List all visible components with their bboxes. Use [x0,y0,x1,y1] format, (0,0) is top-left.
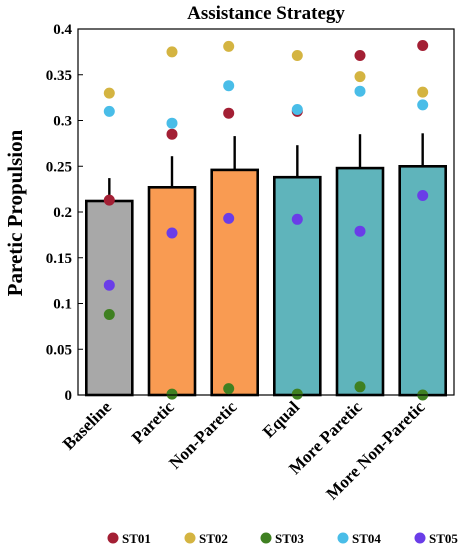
point-st05-4 [354,225,366,237]
point-st02-5 [417,86,429,98]
point-st05-1 [166,227,178,239]
bar-1 [147,186,197,397]
point-st01-1 [166,128,178,140]
point-st05-3 [291,213,303,225]
point-st04-0 [103,105,115,117]
bar-0 [85,199,134,397]
chart-title: Assistance Strategy [187,3,345,24]
point-st02-0 [103,87,115,99]
bar-4 [335,166,385,397]
bars-layer [85,165,448,397]
point-st05-0 [103,279,115,291]
legend: ST01 ST02 ST03 ST04 ST05 [107,531,458,546]
point-st03-1 [166,388,178,400]
x-tick-label-3: Equal [259,397,303,441]
legend-label-st04: ST04 [352,531,381,546]
y-tick-label-2: 0.1 [53,297,72,313]
legend-marker-st01 [107,532,119,544]
point-st02-3 [291,50,303,61]
point-st03-4 [354,381,366,393]
plot-frame [77,28,455,396]
point-st01-4 [354,50,366,61]
y-tick-label-7: 0.35 [46,68,72,84]
point-st04-3 [291,104,303,115]
x-tick-label-2: Non-Paretic [165,397,241,473]
y-axis-ticks: 0 0.05 0.1 0.15 0.2 0.25 0.3 0.35 0.4 [46,22,83,404]
legend-label-st03: ST03 [275,531,304,546]
x-tick-label-0: Baseline [59,397,115,453]
bar-5 [398,165,448,397]
point-st02-4 [354,71,366,83]
point-st05-2 [223,212,235,224]
legend-marker-st05 [414,532,426,544]
point-st05-5 [417,190,429,201]
point-st03-0 [103,309,115,320]
point-st03-2 [223,383,235,395]
y-tick-label-0: 0 [65,388,73,404]
legend-marker-st03 [260,532,272,544]
y-tick-label-4: 0.2 [53,205,72,221]
legend-label-st02: ST02 [199,531,228,546]
y-axis-label: Paretic Propulsion [3,129,27,296]
legend-label-st01: ST01 [122,531,151,546]
bar-3 [272,175,322,397]
point-st04-2 [223,80,235,92]
y-tick-label-1: 0.05 [46,342,72,358]
point-st02-1 [166,46,178,58]
y-tick-label-8: 0.4 [53,22,72,38]
bar-2 [210,168,259,397]
point-st04-4 [354,85,366,97]
point-st04-5 [417,99,429,111]
point-st04-1 [166,117,178,129]
point-st01-2 [223,107,235,119]
y-tick-label-6: 0.3 [53,114,72,130]
point-st03-3 [291,388,303,400]
y-tick-label-5: 0.25 [46,159,72,175]
legend-label-st05: ST05 [429,531,458,546]
point-st01-0 [103,194,115,206]
y-tick-label-3: 0.15 [46,251,72,267]
legend-marker-st02 [184,532,196,544]
point-st02-2 [223,40,235,52]
legend-marker-st04 [337,532,349,544]
x-tick-label-1: Paretic [128,397,178,447]
point-st01-5 [417,40,429,51]
